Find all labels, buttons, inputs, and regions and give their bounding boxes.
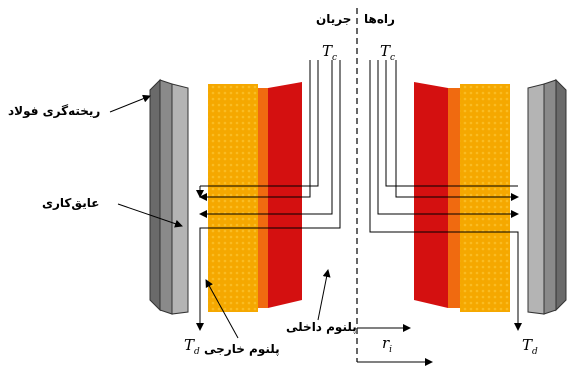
right-fuel-red-zone <box>414 82 448 308</box>
right-flow-channels <box>369 60 522 331</box>
insulation-pointer <box>117 203 183 228</box>
td-left-symbol: Td <box>184 336 200 357</box>
left-flow-channels <box>196 60 341 331</box>
right-fuel-transition-zone <box>448 88 460 308</box>
steel-casting-label: ریخته‌گری فولاد <box>8 104 101 118</box>
flow-label-left: راه‌ها <box>364 12 395 26</box>
right-steel-outer-wall <box>555 78 567 312</box>
steel-pointer <box>109 94 151 113</box>
insulation-label: عایق‌کاری <box>42 196 100 210</box>
left-fuel-red-zone <box>268 82 302 308</box>
right-steel-mid-wall <box>543 79 557 315</box>
td-right-symbol: Td <box>522 336 538 357</box>
flow-label-right: جریان <box>316 12 352 26</box>
tc-right-symbol: Tc <box>380 42 396 63</box>
outer-plenum-label: پلنوم خارجی <box>204 342 280 356</box>
inner-plenum-label: پلنوم داخلی <box>286 320 357 334</box>
left-fuel-transition-zone <box>258 88 268 308</box>
left-steel-mid-wall <box>159 79 173 315</box>
outer-plenum-pointer <box>205 279 239 339</box>
inner-plenum-pointer <box>317 269 331 321</box>
tc-left-symbol: Tc <box>322 42 338 63</box>
ri-symbol: ri <box>382 334 393 355</box>
left-steel-outer-wall <box>149 78 161 312</box>
left-steel-inner-wall <box>171 83 189 315</box>
right-steel-inner-wall <box>527 83 545 315</box>
